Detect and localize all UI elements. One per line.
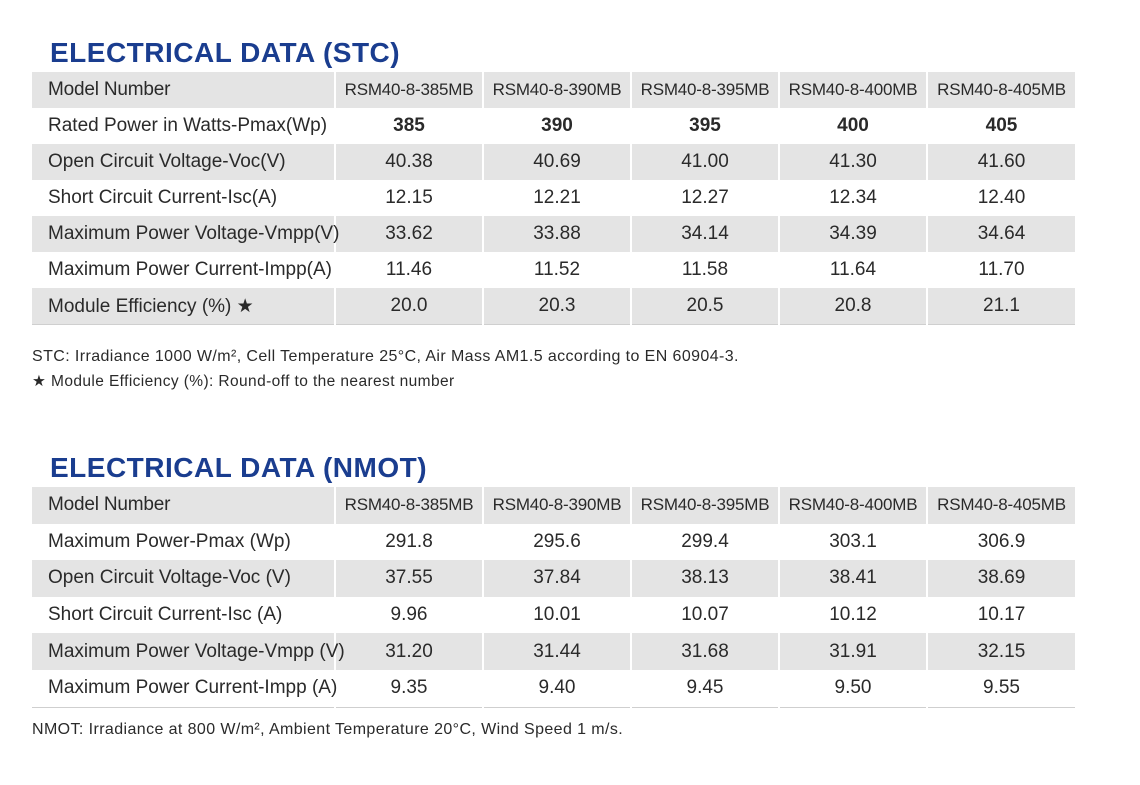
- row-label: Module Efficiency (%) ★: [32, 288, 335, 325]
- table-cell: 11.52: [482, 252, 631, 288]
- table-row: Open Circuit Voltage-Voc(V) 40.38 40.69 …: [32, 144, 1075, 180]
- row-label: Maximum Power Current-Impp (A): [32, 669, 337, 708]
- nmot-header-cell: RSM40-8-405MB: [926, 487, 1075, 524]
- nmot-header-cell: RSM40-8-385MB: [334, 487, 483, 524]
- table-cell: 12.21: [482, 180, 631, 216]
- stc-footnote: STC: Irradiance 1000 W/m², Cell Temperat…: [32, 348, 739, 365]
- table-cell: 40.38: [334, 144, 483, 180]
- nmot-header-cell: RSM40-8-390MB: [482, 487, 631, 524]
- table-cell: 41.60: [926, 144, 1075, 180]
- table-cell: 38.41: [778, 560, 927, 597]
- table-cell: 38.69: [926, 560, 1075, 597]
- table-cell: 385: [334, 108, 483, 144]
- table-cell: 303.1: [778, 523, 927, 561]
- table-cell: 11.64: [778, 252, 927, 288]
- nmot-header-row: Model Number RSM40-8-385MB RSM40-8-390MB…: [32, 487, 1075, 524]
- table-row: Open Circuit Voltage-Voc (V) 37.55 37.84…: [32, 560, 1075, 597]
- table-cell: 40.69: [482, 144, 631, 180]
- table-cell: 34.39: [778, 216, 927, 252]
- table-row: Maximum Power Voltage-Vmpp(V) 33.62 33.8…: [32, 216, 1075, 252]
- nmot-header-cell: RSM40-8-395MB: [630, 487, 779, 524]
- table-cell: 9.40: [482, 669, 631, 708]
- table-cell: 9.50: [778, 669, 927, 708]
- row-label: Maximum Power Voltage-Vmpp(V): [32, 216, 339, 252]
- table-cell: 10.07: [630, 596, 779, 634]
- table-cell: 405: [926, 108, 1075, 144]
- table-cell: 10.12: [778, 596, 927, 634]
- row-label: Maximum Power Current-Impp(A): [48, 259, 332, 280]
- table-row: Maximum Power Current-Impp (A) 9.35 9.40…: [32, 669, 1075, 708]
- table-cell: 41.30: [778, 144, 927, 180]
- table-cell: 20.0: [334, 288, 483, 325]
- table-cell: 11.46: [334, 252, 483, 288]
- table-cell: 295.6: [482, 523, 631, 561]
- nmot-section-title: ELECTRICAL DATA (NMOT): [50, 452, 428, 483]
- stc-header-cell: RSM40-8-390MB: [482, 72, 631, 108]
- table-row: Module Efficiency (%) ★ 20.0 20.3 20.5 2…: [32, 288, 1075, 325]
- stc-header-cell: RSM40-8-405MB: [926, 72, 1075, 108]
- table-cell: 31.20: [334, 633, 483, 670]
- table-cell: 21.1: [926, 288, 1075, 325]
- table-cell: 33.62: [334, 216, 483, 252]
- stc-electrical-data-table: Model Number RSM40-8-385MB RSM40-8-390MB…: [32, 72, 1075, 325]
- table-cell: 34.14: [630, 216, 779, 252]
- row-label: Rated Power in Watts-Pmax(Wp): [48, 115, 328, 136]
- table-cell: 41.00: [630, 144, 779, 180]
- row-label: Open Circuit Voltage-Voc(V): [32, 144, 335, 180]
- table-cell: 32.15: [926, 633, 1075, 670]
- stc-header-cell: RSM40-8-395MB: [630, 72, 779, 108]
- table-cell: 10.01: [482, 596, 631, 634]
- stc-header-cell: RSM40-8-385MB: [334, 72, 483, 108]
- table-cell: 37.55: [334, 560, 483, 597]
- table-cell: 306.9: [926, 523, 1075, 561]
- table-cell: 31.68: [630, 633, 779, 670]
- row-label: Short Circuit Current-Isc(A): [48, 187, 278, 208]
- table-cell: 9.35: [334, 669, 483, 708]
- table-cell: 11.70: [926, 252, 1075, 288]
- nmot-footnote: NMOT: Irradiance at 800 W/m², Ambient Te…: [32, 721, 624, 738]
- table-cell: 37.84: [482, 560, 631, 597]
- table-cell: 12.34: [778, 180, 927, 216]
- table-cell: 12.27: [630, 180, 779, 216]
- table-row: Maximum Power-Pmax (Wp) 291.8 295.6 299.…: [32, 523, 1075, 561]
- table-cell: 11.58: [630, 252, 779, 288]
- table-cell: 12.15: [334, 180, 483, 216]
- stc-header-cell: RSM40-8-400MB: [778, 72, 927, 108]
- table-cell: 33.88: [482, 216, 631, 252]
- table-cell: 390: [482, 108, 631, 144]
- row-label: Open Circuit Voltage-Voc (V): [32, 560, 335, 597]
- table-cell: 9.55: [926, 669, 1075, 708]
- row-label: Short Circuit Current-Isc (A): [48, 604, 283, 626]
- table-cell: 20.3: [482, 288, 631, 325]
- table-cell: 34.64: [926, 216, 1075, 252]
- table-cell: 9.96: [334, 596, 483, 634]
- stc-section-title: ELECTRICAL DATA (STC): [50, 37, 401, 68]
- table-cell: 31.91: [778, 633, 927, 670]
- table-cell: 395: [630, 108, 779, 144]
- table-cell: 9.45: [630, 669, 779, 708]
- table-cell: 400: [778, 108, 927, 144]
- table-row: Maximum Power Voltage-Vmpp (V) 31.20 31.…: [32, 633, 1075, 670]
- table-cell: 291.8: [334, 523, 483, 561]
- table-row: Short Circuit Current-Isc(A) 12.15 12.21…: [32, 180, 1075, 216]
- table-row: Short Circuit Current-Isc (A) 9.96 10.01…: [32, 596, 1075, 634]
- efficiency-footnote: ★ Module Efficiency (%): Round-off to th…: [32, 373, 455, 390]
- table-cell: 10.17: [926, 596, 1075, 634]
- table-cell: 38.13: [630, 560, 779, 597]
- stc-header-cell: Model Number: [32, 72, 335, 108]
- table-cell: 31.44: [482, 633, 631, 670]
- nmot-electrical-data-table: Model Number RSM40-8-385MB RSM40-8-390MB…: [32, 487, 1075, 708]
- row-label: Maximum Power-Pmax (Wp): [48, 530, 291, 552]
- table-row: Maximum Power Current-Impp(A) 11.46 11.5…: [32, 252, 1075, 288]
- table-cell: 12.40: [926, 180, 1075, 216]
- stc-header-row: Model Number RSM40-8-385MB RSM40-8-390MB…: [32, 72, 1075, 108]
- table-cell: 299.4: [630, 523, 779, 561]
- nmot-header-cell: RSM40-8-400MB: [778, 487, 927, 524]
- table-cell: 20.5: [630, 288, 779, 325]
- nmot-header-cell: Model Number: [32, 487, 335, 524]
- row-label: Maximum Power Voltage-Vmpp (V): [32, 633, 345, 670]
- table-cell: 20.8: [778, 288, 927, 325]
- table-row: Rated Power in Watts-Pmax(Wp) 385 390 39…: [32, 108, 1075, 144]
